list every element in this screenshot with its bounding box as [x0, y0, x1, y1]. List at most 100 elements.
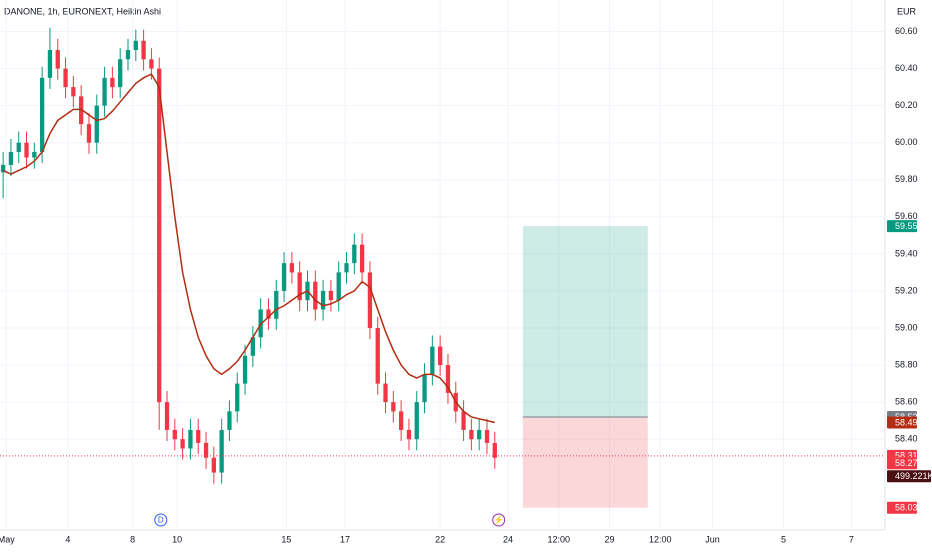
- candle-body: [86, 124, 92, 143]
- candle-body: [79, 96, 84, 125]
- candle-body: [484, 429, 490, 443]
- candle-body: [313, 281, 318, 310]
- event-label: ⚡: [494, 515, 504, 525]
- price-tag-label: 58.27: [895, 458, 918, 468]
- candle-body: [336, 272, 341, 301]
- candle-body: [422, 374, 427, 403]
- candle-body: [211, 457, 216, 473]
- x-tick-label: 4: [65, 534, 70, 544]
- candle-body: [461, 411, 466, 430]
- x-tick-label: 29: [605, 534, 615, 544]
- candle-body: [391, 402, 396, 412]
- candle-body: [242, 355, 248, 384]
- candle-body: [63, 68, 68, 88]
- candle-body: [172, 429, 177, 440]
- x-tick-label: 8: [130, 534, 135, 544]
- candle-body: [55, 50, 60, 69]
- candle-body: [414, 402, 419, 440]
- candle-body: [297, 272, 302, 301]
- candle-body: [289, 263, 295, 273]
- event-marker: [154, 513, 168, 527]
- candle-body: [196, 429, 201, 443]
- currency: EUR: [897, 6, 917, 16]
- candle-body: [445, 365, 451, 393]
- x-tick-label: 17: [340, 534, 350, 544]
- y-tick-label: 59.20: [895, 285, 918, 295]
- price-tag: [887, 501, 917, 514]
- candle-body: [102, 77, 107, 106]
- candle-body: [328, 290, 334, 301]
- candle-body: [47, 50, 53, 78]
- x-tick-label: Jun: [705, 534, 720, 544]
- candle-body: [32, 151, 37, 158]
- price-tag-label: 59.55: [895, 221, 918, 231]
- chart-title: DANONE, 1h, EURONEXT, Heikin Ashi: [4, 6, 161, 16]
- candle-body: [16, 142, 21, 152]
- candle-body: [398, 411, 404, 430]
- price-tag: [887, 457, 917, 470]
- y-tick-label: 58.40: [895, 434, 918, 444]
- candle-body: [71, 87, 76, 97]
- candle-body: [430, 346, 435, 375]
- loss-zone: [522, 416, 648, 508]
- x-tick-label: 5: [781, 534, 786, 544]
- candle-body: [281, 263, 287, 291]
- candle-body: [227, 411, 232, 430]
- candle-body: [438, 346, 443, 366]
- price-tag-label: 58.03: [895, 503, 918, 513]
- candle-body: [219, 429, 224, 473]
- candle-body: [141, 40, 146, 60]
- profit-zone: [522, 226, 648, 417]
- y-tick-label: 60.60: [895, 26, 918, 36]
- volume-tag-label: 499.221K: [895, 471, 932, 481]
- x-tick-label: 12:00: [548, 534, 571, 544]
- candle-body: [469, 429, 474, 440]
- y-tick-label: 58.60: [895, 397, 918, 407]
- price-tag-label: 58.31: [895, 451, 918, 461]
- candle-body: [274, 290, 279, 319]
- candle-body: [250, 337, 256, 356]
- candle-body: [492, 442, 497, 458]
- x-tick-label: 12:00: [649, 534, 672, 544]
- candle-body: [235, 383, 240, 412]
- price-tag: [887, 416, 917, 429]
- price-tag: [887, 220, 917, 233]
- candle-body: [164, 402, 170, 430]
- x-tick-label: 22: [435, 534, 445, 544]
- volume-tag: [887, 470, 931, 483]
- x-tick-label: May: [0, 534, 15, 544]
- event-label: D: [158, 516, 164, 525]
- x-tick-label: 7: [849, 534, 854, 544]
- candle-body: [344, 263, 349, 273]
- candle-body: [367, 272, 373, 329]
- event-marker: [492, 513, 506, 527]
- candle-body: [94, 105, 99, 143]
- candle-body: [406, 429, 412, 440]
- candle-body: [266, 309, 271, 319]
- candle-body: [383, 383, 388, 403]
- y-tick-label: 58.80: [895, 359, 918, 369]
- y-tick-label: 59.00: [895, 322, 918, 332]
- candle-body: [118, 59, 123, 88]
- candle-body: [24, 142, 29, 158]
- candle-body: [157, 68, 162, 403]
- candle-body: [320, 290, 326, 310]
- candle-body: [477, 429, 482, 440]
- candle-body: [133, 40, 138, 51]
- candle-body: [0, 164, 6, 173]
- x-tick-label: 24: [503, 534, 513, 544]
- candle-body: [359, 244, 365, 273]
- candle-body: [375, 328, 380, 384]
- moving-average: [2, 73, 495, 424]
- candle-body: [203, 442, 209, 458]
- candle-body: [149, 59, 154, 69]
- x-tick-label: 10: [172, 534, 182, 544]
- y-tick-label: 59.40: [895, 248, 918, 258]
- y-tick-label: 60.20: [895, 100, 918, 110]
- candle-body: [8, 151, 14, 165]
- y-tick-label: 60.40: [895, 63, 918, 73]
- y-tick-label: 60.00: [895, 137, 918, 147]
- y-tick-label: 59.80: [895, 174, 918, 184]
